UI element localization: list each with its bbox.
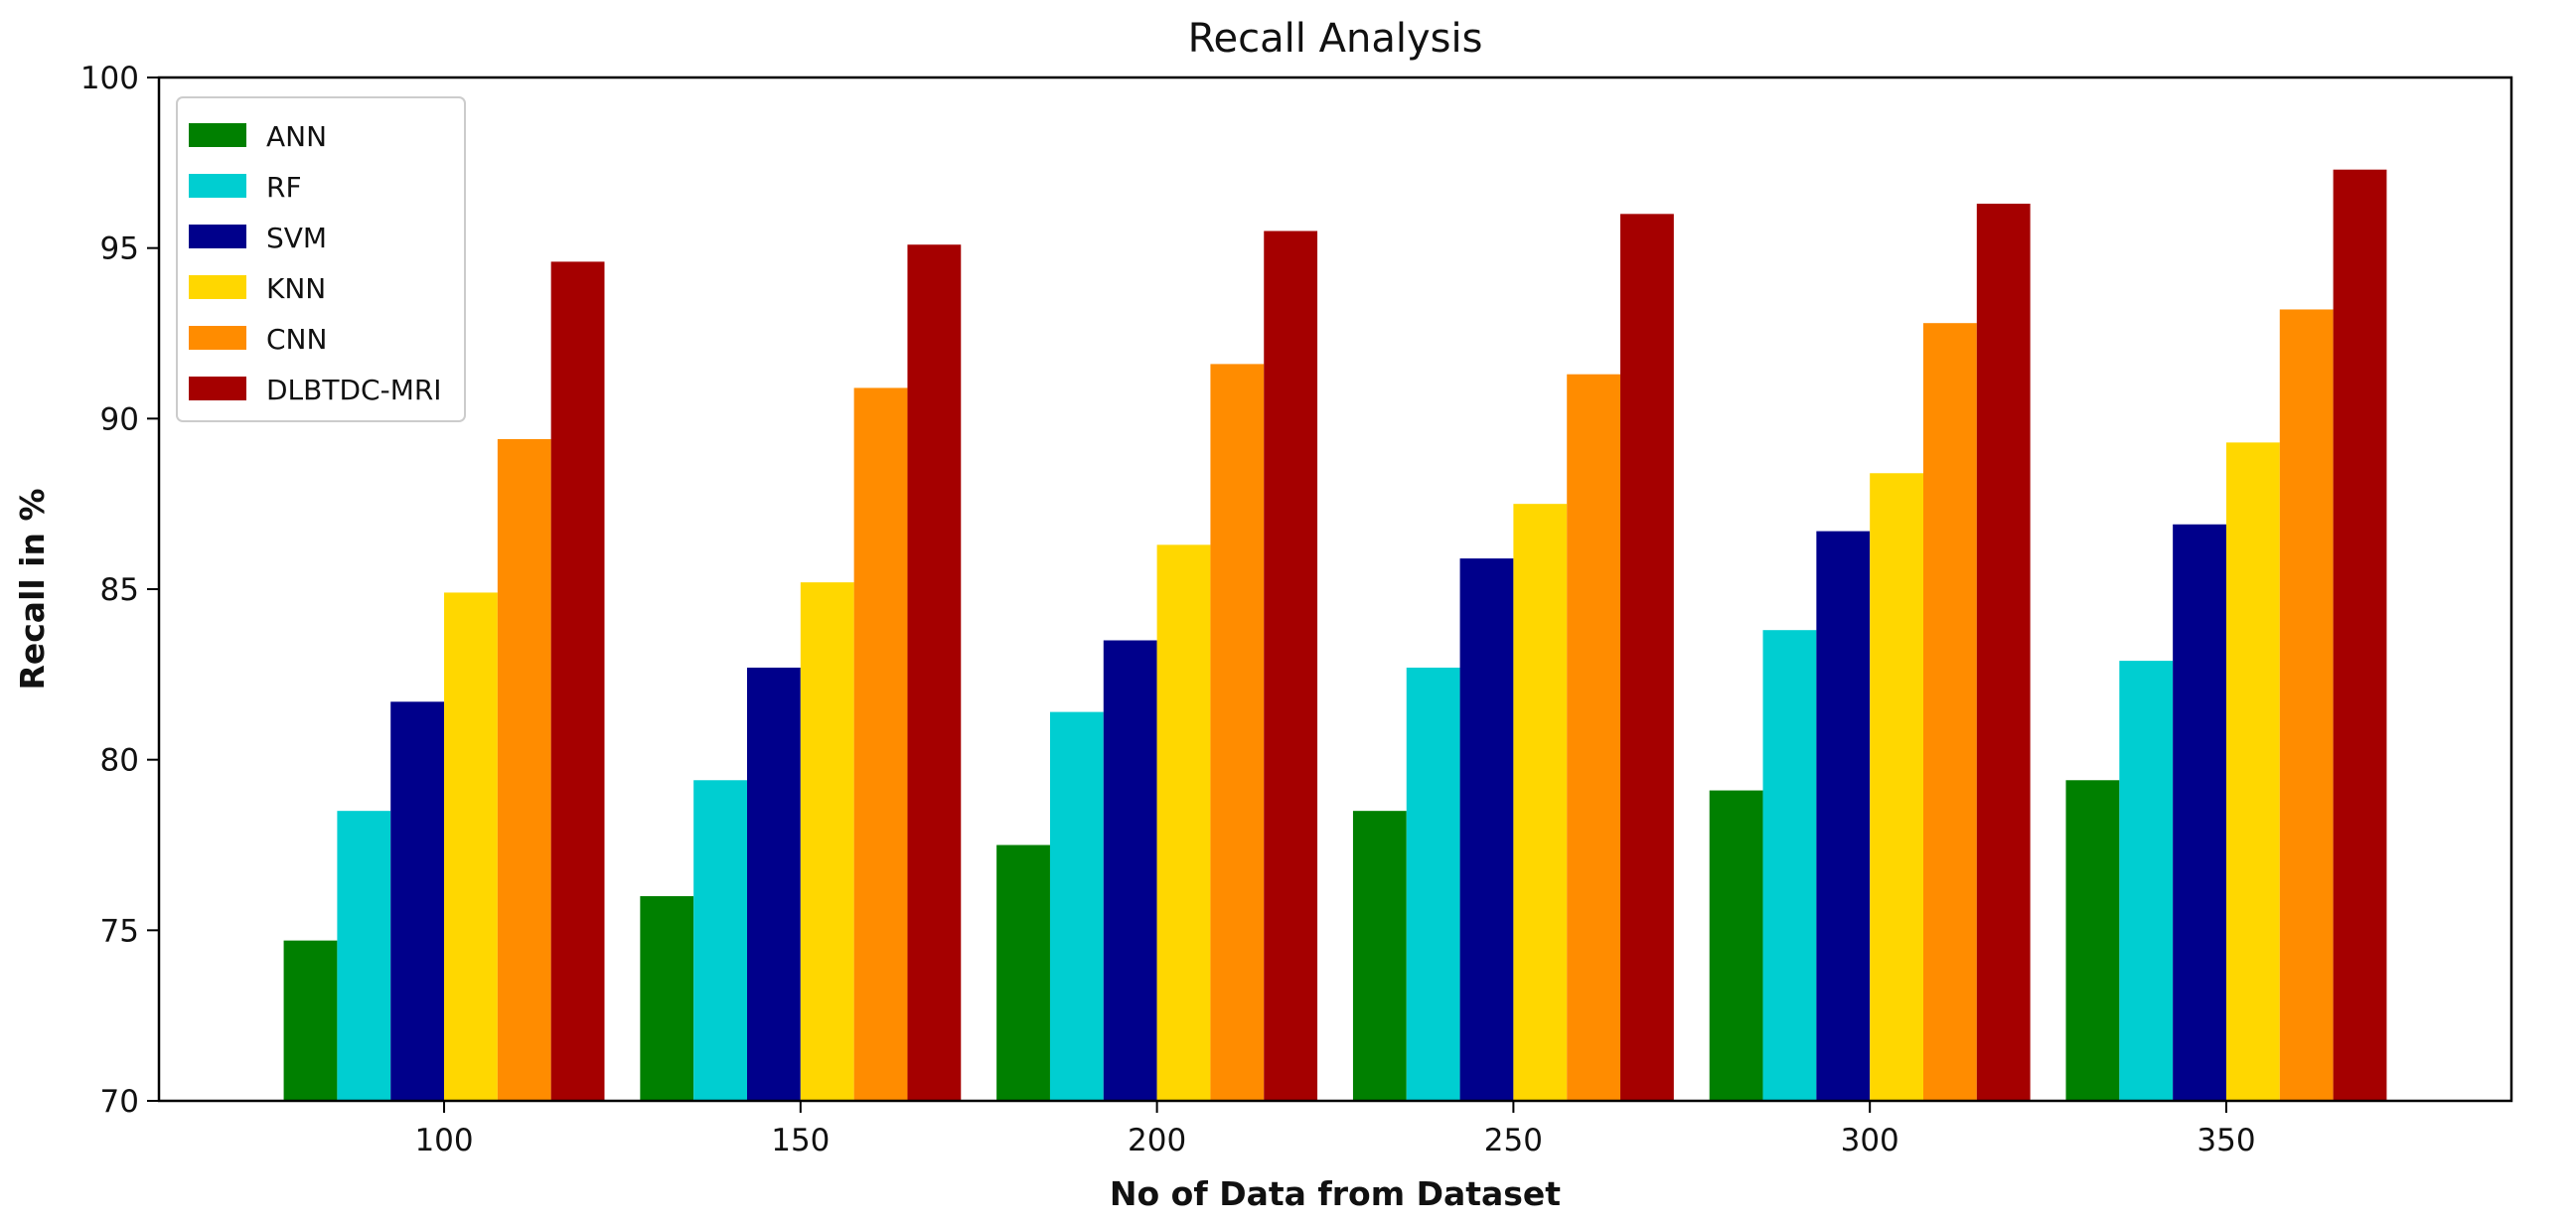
legend-label-dlbtdc-mri: DLBTDC-MRI — [266, 374, 442, 406]
legend-swatch-svm — [189, 225, 246, 248]
bar-knn-250 — [1513, 504, 1568, 1102]
bar-cnn-150 — [853, 387, 908, 1101]
y-tick-label: 75 — [100, 913, 139, 949]
legend-label-cnn: CNN — [266, 323, 327, 356]
bar-ann-150 — [640, 896, 694, 1101]
x-tick-label: 200 — [1128, 1123, 1186, 1158]
bar-rf-250 — [1406, 667, 1460, 1101]
bar-ann-200 — [996, 845, 1050, 1101]
y-tick-label: 85 — [100, 572, 139, 608]
bar-svm-350 — [2173, 524, 2226, 1101]
x-axis-label: No of Data from Dataset — [1110, 1174, 1561, 1213]
bar-dlbtdc-mri-200 — [1264, 231, 1318, 1101]
legend-box — [176, 96, 466, 422]
bar-cnn-100 — [497, 438, 551, 1101]
chart-title: Recall Analysis — [1188, 16, 1483, 62]
legend-swatch-rf — [189, 174, 246, 198]
bar-svm-200 — [1103, 640, 1157, 1101]
bar-dlbtdc-mri-150 — [907, 244, 962, 1101]
bar-knn-150 — [800, 582, 854, 1101]
x-tick-label: 150 — [771, 1123, 830, 1158]
bar-ann-350 — [2065, 780, 2120, 1101]
x-tick-label: 300 — [1841, 1123, 1899, 1158]
y-tick-label: 80 — [100, 743, 139, 779]
bar-dlbtdc-mri-300 — [1976, 204, 2031, 1102]
bar-svm-250 — [1459, 558, 1514, 1101]
y-tick-label: 70 — [100, 1084, 139, 1120]
bar-svm-300 — [1816, 531, 1871, 1101]
x-tick-label: 100 — [414, 1123, 473, 1158]
bar-svm-100 — [390, 701, 445, 1101]
y-tick-label: 100 — [80, 61, 139, 96]
bar-ann-300 — [1709, 790, 1763, 1101]
legend-label-ann: ANN — [266, 120, 327, 153]
bar-ann-250 — [1352, 811, 1407, 1101]
y-tick-label: 95 — [100, 231, 139, 267]
bar-dlbtdc-mri-250 — [1620, 214, 1674, 1102]
legend-swatch-cnn — [189, 326, 246, 350]
bar-rf-350 — [2119, 661, 2174, 1101]
legend-swatch-knn — [189, 275, 246, 299]
bar-cnn-200 — [1210, 364, 1265, 1101]
y-axis: 70 75 80 85 90 95 100 — [80, 61, 159, 1120]
legend: ANN RF SVM KNN CNN DLBTDC-MRI — [176, 96, 466, 422]
bar-dlbtdc-mri-350 — [2333, 169, 2387, 1101]
x-tick-label: 350 — [2197, 1123, 2255, 1158]
bar-cnn-300 — [1923, 323, 1977, 1101]
bar-cnn-350 — [2279, 309, 2334, 1101]
y-tick-label: 90 — [100, 401, 139, 437]
bar-knn-300 — [1870, 473, 1923, 1101]
bar-rf-300 — [1762, 630, 1817, 1101]
legend-swatch-ann — [189, 123, 246, 147]
legend-label-knn: KNN — [266, 272, 326, 305]
bars-group — [283, 169, 2387, 1102]
bar-knn-350 — [2225, 442, 2280, 1101]
bar-dlbtdc-mri-100 — [550, 261, 605, 1101]
bar-rf-100 — [337, 811, 391, 1101]
bar-knn-100 — [444, 592, 498, 1101]
y-axis-label: Recall in % — [13, 488, 52, 690]
legend-label-svm: SVM — [266, 222, 327, 254]
legend-label-rf: RF — [266, 171, 302, 204]
bar-knn-200 — [1156, 544, 1211, 1101]
bar-rf-150 — [693, 780, 747, 1101]
bar-ann-100 — [283, 940, 338, 1101]
bar-svm-150 — [747, 667, 801, 1101]
legend-swatch-dlbtdc-mri — [189, 377, 246, 400]
bar-cnn-250 — [1567, 374, 1621, 1101]
x-axis: 100 150 200 250 300 350 — [414, 1101, 2256, 1158]
x-tick-label: 250 — [1484, 1123, 1543, 1158]
bar-rf-200 — [1049, 711, 1104, 1101]
